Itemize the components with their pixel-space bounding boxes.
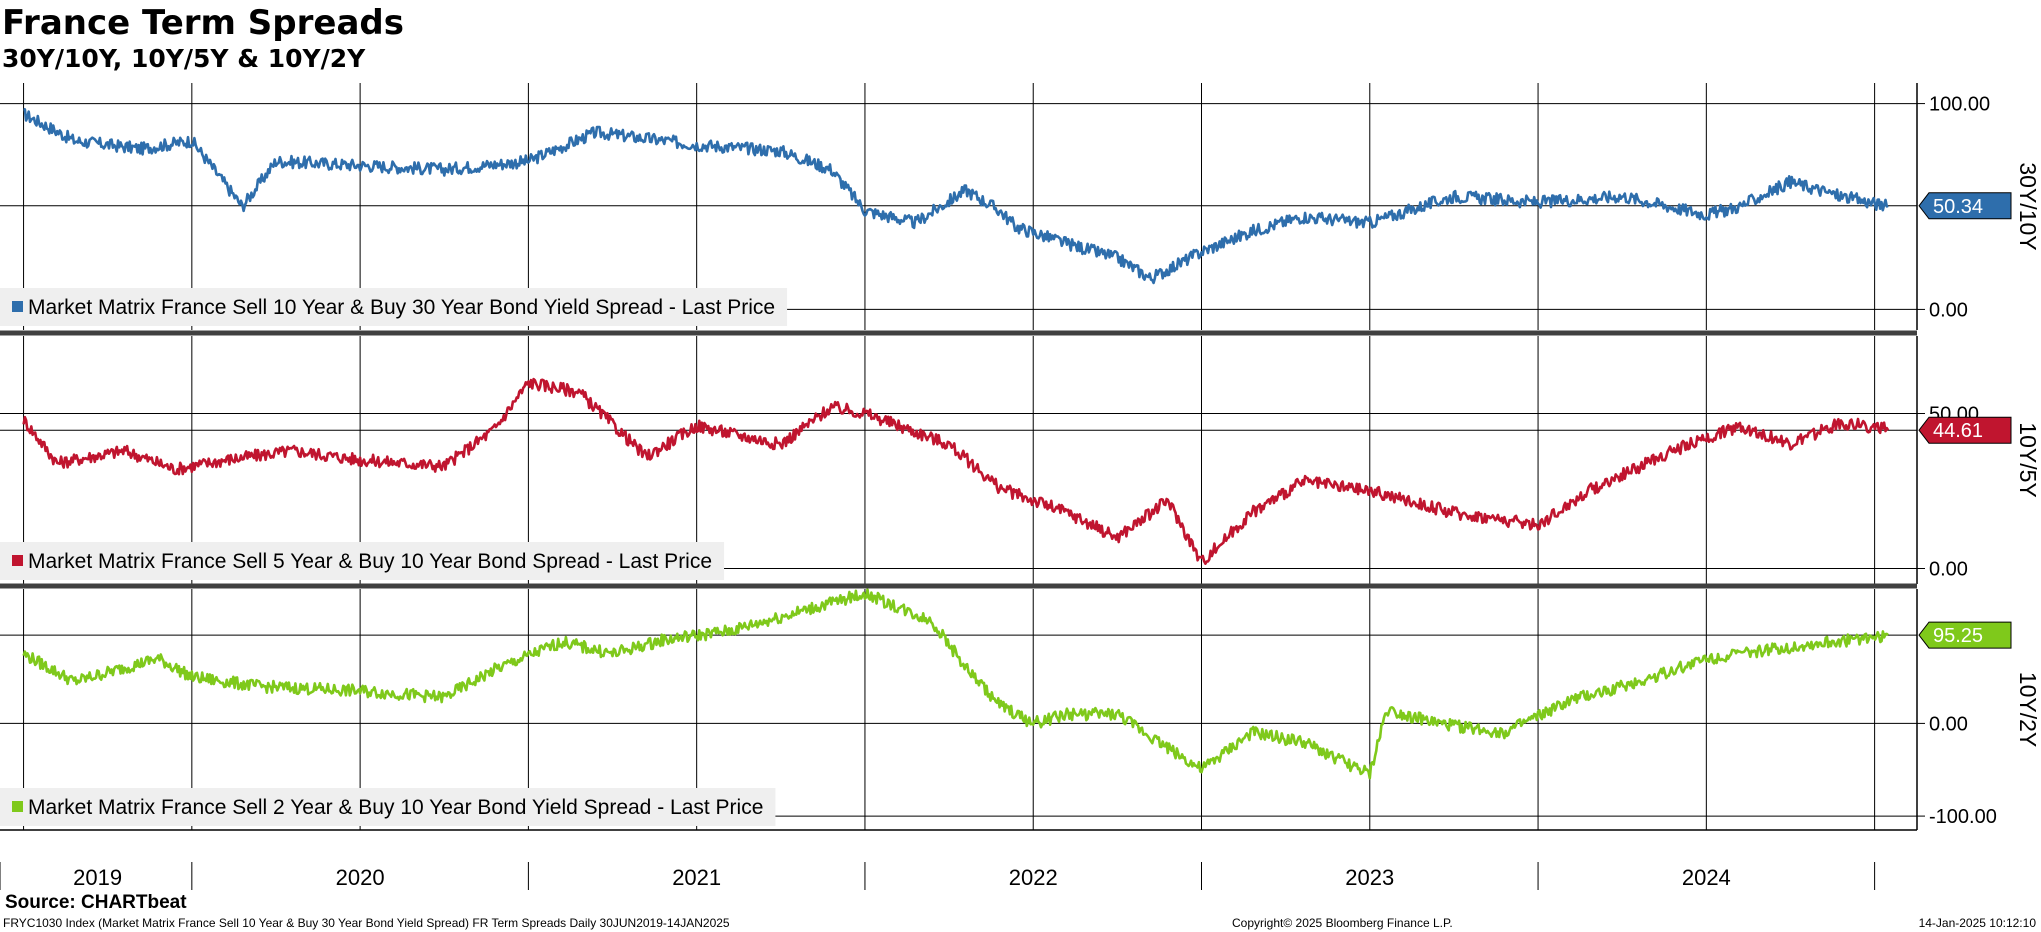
- x-axis: 2019 2020 2021 2022 2023 2024: [0, 862, 1876, 890]
- y-tick-label: 100.00: [1929, 94, 1990, 116]
- footer-description: FRYC1030 Index (Market Matrix France Sel…: [3, 916, 730, 930]
- footer-copyright: Copyright© 2025 Bloomberg Finance L.P.: [1232, 916, 1453, 930]
- legend-label: Market Matrix France Sell 5 Year & Buy 1…: [28, 550, 712, 573]
- series-line-3: [22, 588, 1889, 780]
- legend-swatch: [12, 301, 23, 312]
- series-line-1: [23, 107, 1889, 285]
- legend-box: [0, 288, 788, 326]
- chart-panel-3: 0.00 -100.00 95.25 10Y/2Y Market Matrix Fran…: [0, 588, 2041, 830]
- last-value-badge: [1918, 621, 2012, 649]
- legend-swatch: [12, 555, 23, 566]
- last-value-label: 95.25: [1933, 625, 1983, 647]
- x-tick-label: 2022: [1009, 865, 1058, 890]
- chart-title: France Term Spreads: [2, 3, 404, 43]
- y-axis-title: 10Y/2Y: [2015, 672, 2041, 747]
- y-tick-label: 0.00: [1929, 713, 1968, 735]
- x-tick-label: 2024: [1682, 865, 1731, 890]
- last-value-label: 44.61: [1933, 420, 1983, 442]
- legend-swatch: [12, 801, 23, 812]
- y-tick-label: 0.00: [1929, 299, 1968, 321]
- chart-panels: 0.00 100.00 50.34 30Y/10Y Market Matrix Fran…: [0, 83, 2041, 831]
- y-axis-title: 30Y/10Y: [2015, 162, 2041, 250]
- last-value-label: 50.34: [1933, 196, 1983, 218]
- y-tick-label: -100.00: [1929, 806, 1997, 828]
- footer-timestamp: 14-Jan-2025 10:12:10: [1919, 916, 2037, 930]
- x-tick-label: 2020: [336, 865, 385, 890]
- x-tick-label: 2023: [1345, 865, 1394, 890]
- chart-panel-1: 0.00 100.00 50.34 30Y/10Y Market Matrix Fran…: [0, 83, 2041, 330]
- chart-subtitle: 30Y/10Y, 10Y/5Y & 10Y/2Y: [2, 44, 366, 73]
- last-value-badge: [1918, 192, 2012, 220]
- y-tick-label: 0.00: [1929, 559, 1968, 581]
- legend-label: Market Matrix France Sell 10 Year & Buy …: [28, 296, 775, 319]
- legend-box: [0, 542, 725, 580]
- x-tick-label: 2021: [672, 865, 721, 890]
- series-line-2: [22, 377, 1890, 565]
- y-axis-title: 10Y/5Y: [2015, 422, 2041, 497]
- x-tick-label: 2019: [73, 865, 122, 890]
- legend-label: Market Matrix France Sell 2 Year & Buy 1…: [28, 796, 763, 819]
- last-value-badge: [1918, 416, 2012, 444]
- legend-box: [0, 788, 776, 826]
- source-label: Source: CHARTbeat: [5, 892, 187, 913]
